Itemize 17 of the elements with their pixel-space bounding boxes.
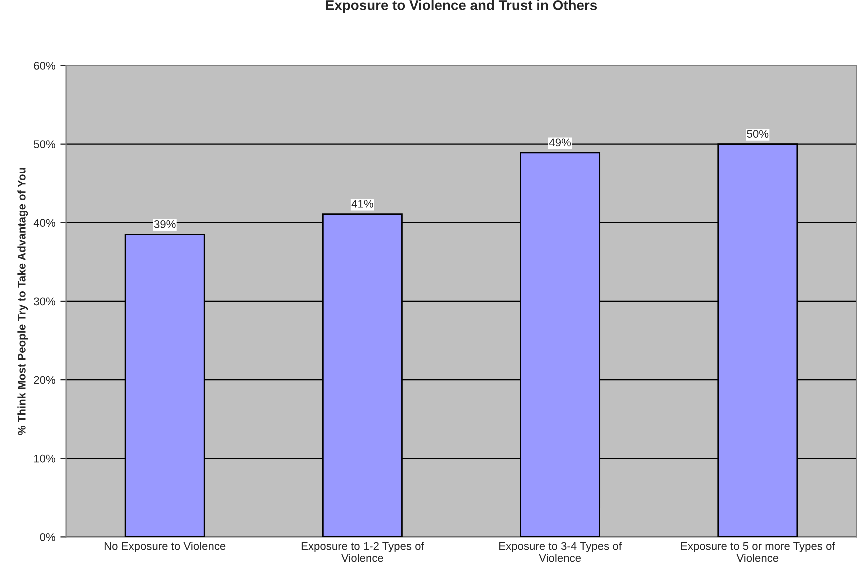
data-label: 41% xyxy=(352,200,374,208)
x-tick-label: Exposure to 5 or more Types of Violence xyxy=(681,542,836,562)
y-tick-label: 30% xyxy=(34,298,56,306)
y-tick-label: 20% xyxy=(34,376,56,384)
y-tick-label: 60% xyxy=(34,62,56,70)
data-label: 39% xyxy=(154,220,176,228)
x-tick-label: Exposure to 3-4 Types of Violence xyxy=(500,542,622,562)
data-label: 50% xyxy=(747,130,769,138)
y-tick-label: 40% xyxy=(34,219,56,228)
y-tick-label: 50% xyxy=(34,140,56,148)
x-tick-label: No Exposure to Violence xyxy=(104,542,226,552)
chart-title: Exposure to Violence and Trust in Others xyxy=(326,0,598,14)
x-tick-label: Exposure to 1-2 Types of Violence xyxy=(302,542,424,562)
y-tick-label: 10% xyxy=(34,454,56,463)
y-tick-label: 0% xyxy=(40,533,56,542)
y-axis-title: % Think Most People Try to Take Advantage of You xyxy=(18,168,28,436)
data-label: 49% xyxy=(549,138,572,147)
